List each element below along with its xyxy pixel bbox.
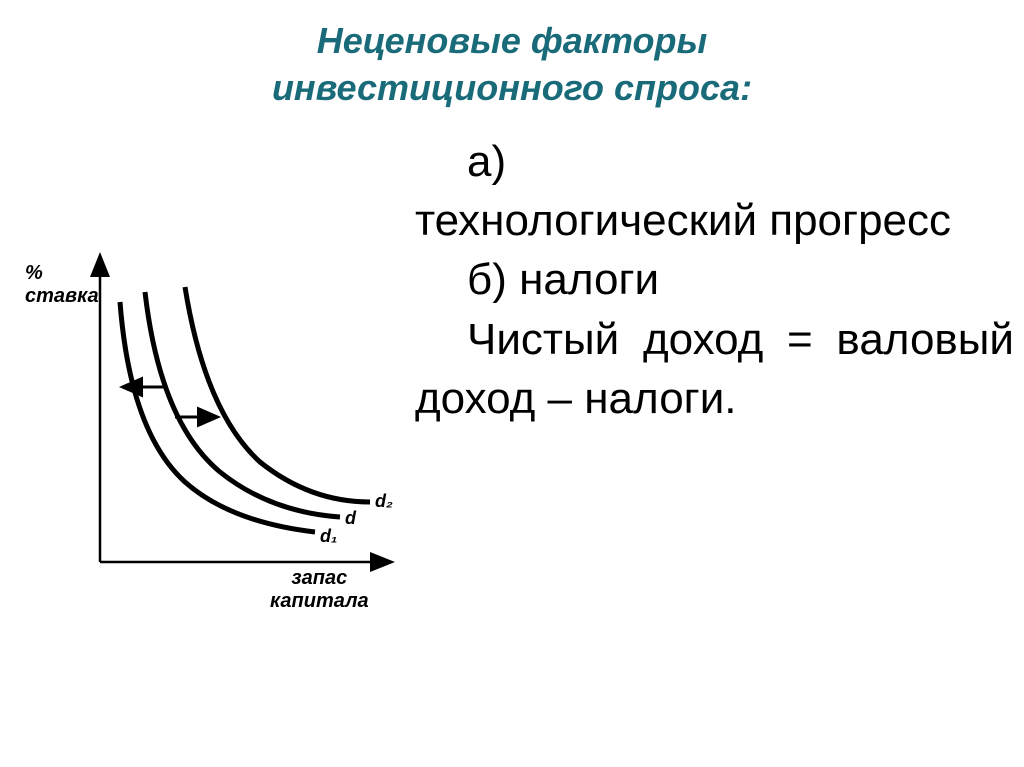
curve-d2 xyxy=(185,287,370,502)
item-a-text: технологический прогресс xyxy=(415,191,1014,250)
curve-label-d1: d₁ xyxy=(320,526,337,546)
list-item-a: а) xyxy=(415,132,1014,191)
title-line-2: инвестиционного спроса xyxy=(272,67,740,108)
y-axis-label: % ставка xyxy=(25,262,99,308)
investment-demand-chart: d₂ d d₁ xyxy=(10,162,410,622)
curve-label-d2: d₂ xyxy=(375,491,393,511)
title-line-1: Неценовые факторы xyxy=(317,20,708,61)
curve-d xyxy=(145,292,340,517)
slide-title: Неценовые факторы инвестиционного спроса… xyxy=(0,0,1024,112)
text-content: а) технологический прогресс б) налоги Чи… xyxy=(410,122,1014,429)
content-area: % ставка d₂ xyxy=(0,112,1024,622)
chart-container: % ставка d₂ xyxy=(10,162,410,622)
title-colon: : xyxy=(740,67,752,108)
x-axis-label: запас капитала xyxy=(270,567,369,613)
equation-text: Чистый доход = валовый доход – налоги. xyxy=(415,310,1014,429)
curve-label-d: d xyxy=(345,508,357,528)
list-item-b: б) налоги xyxy=(415,250,1014,309)
